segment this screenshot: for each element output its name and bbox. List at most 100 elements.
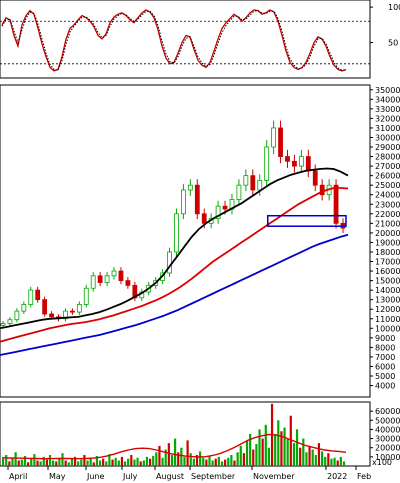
volume-bar — [17, 460, 20, 466]
price-tick-label: 5000 — [375, 372, 395, 381]
price-tick-label: 22000 — [375, 210, 400, 219]
date-axis-label: April — [9, 472, 27, 481]
volume-bar — [170, 455, 174, 466]
volume-bar — [70, 458, 73, 466]
price-tick-label: 24000 — [375, 191, 400, 200]
volume-bar — [158, 445, 161, 466]
price-tick-label: 34000 — [375, 95, 400, 104]
price-tick-label: 17000 — [375, 258, 400, 267]
date-axis-label: June — [86, 472, 105, 481]
volume-bar — [127, 458, 130, 466]
price-tick-label: 6000 — [375, 362, 395, 371]
stochastic-tick-label: 50 — [388, 39, 398, 48]
volume-bar — [145, 456, 149, 466]
volume-bar — [245, 440, 249, 466]
volume-bar — [180, 447, 183, 466]
volume-bar — [299, 447, 302, 466]
volume-bar — [186, 440, 189, 466]
price-tick-label: 13000 — [375, 296, 400, 305]
price-candle-body — [14, 310, 20, 321]
volume-tick-label: 50000 — [375, 416, 400, 425]
price-candle-body — [97, 275, 103, 283]
price-candle-body — [42, 299, 48, 315]
stochastic-line-0 — [1, 9, 347, 72]
price-tick-label: 29000 — [375, 143, 400, 152]
volume-bar — [317, 443, 321, 466]
volume-bar — [267, 447, 271, 466]
price-candle-body — [278, 127, 283, 157]
volume-bar — [130, 455, 133, 466]
volume-bar — [95, 455, 99, 466]
price-tick-label: 35000 — [375, 86, 400, 95]
volume-bar — [324, 456, 327, 466]
volume-tick-label: 40000 — [375, 425, 400, 434]
price-tick-label: 16000 — [375, 267, 400, 276]
volume-bar — [155, 452, 158, 466]
price-frame — [0, 84, 371, 398]
price-tick-label: 9000 — [375, 334, 395, 343]
stochastic-panel: 50 100 — [0, 0, 400, 79]
price-candle-body — [250, 175, 256, 191]
volume-bar — [98, 460, 102, 466]
volume-bar — [330, 458, 333, 466]
price-candle-body — [257, 180, 263, 191]
price-candle-body — [7, 319, 13, 324]
volume-tick-label: 60000 — [375, 407, 400, 416]
volume-bar — [289, 415, 292, 466]
volume-bar — [336, 460, 339, 466]
price-candle-body — [21, 304, 27, 312]
price-candle-body — [271, 127, 277, 148]
volume-bar — [148, 458, 152, 466]
price-moving-average-1 — [0, 187, 349, 343]
price-candle-body — [194, 184, 200, 215]
price-panel: 4000500060007000800090001000011000120001… — [0, 84, 400, 398]
volume-bar — [108, 454, 111, 466]
price-candle-body — [243, 175, 249, 186]
volume-bar — [274, 434, 277, 466]
volume-bar — [55, 461, 58, 466]
volume-bar — [208, 455, 211, 466]
price-tick-label: 27000 — [375, 162, 400, 171]
volume-bar — [192, 458, 195, 466]
volume-bar — [199, 451, 202, 466]
volume-bar — [214, 458, 217, 466]
price-candle-body — [305, 156, 311, 172]
price-candle-body — [28, 289, 34, 305]
volume-bar — [48, 455, 52, 466]
volume-bar — [277, 420, 280, 466]
volume-bar — [42, 456, 45, 466]
date-axis-label: July — [122, 472, 138, 481]
volume-bar — [339, 456, 342, 466]
volume-bar — [86, 460, 89, 466]
volume-bar — [114, 457, 117, 466]
volume-bar — [258, 429, 261, 466]
price-candle-body — [201, 213, 207, 224]
price-candle-body — [181, 189, 186, 215]
volume-bar — [89, 457, 92, 466]
date-axis: April May June July August September November 2… — [7, 466, 371, 481]
price-moving-average-2 — [0, 233, 349, 356]
volume-bar — [52, 460, 55, 466]
price-candle-body — [333, 184, 339, 224]
volume-bar — [283, 427, 286, 466]
price-tick-label: 12000 — [375, 305, 400, 314]
price-tick-label: 23000 — [375, 200, 400, 209]
volume-bar — [92, 462, 95, 466]
volume-bar — [342, 461, 346, 466]
price-tick-label: 18000 — [375, 248, 400, 257]
price-candle-body — [125, 280, 131, 286]
date-axis-label: Feb — [357, 472, 371, 481]
volume-bar — [264, 424, 267, 466]
price-tick-label: 14000 — [375, 286, 400, 295]
price-tick-label: 10000 — [375, 324, 400, 333]
volume-bar — [320, 451, 324, 466]
volume-bar — [67, 462, 70, 466]
stochastic-tick-label: 100 — [388, 3, 400, 12]
volume-bar — [305, 452, 308, 466]
volume-bar — [161, 457, 164, 466]
price-tick-label: 33000 — [375, 105, 400, 114]
volume-bar — [183, 456, 186, 466]
volume-bar — [120, 456, 124, 466]
